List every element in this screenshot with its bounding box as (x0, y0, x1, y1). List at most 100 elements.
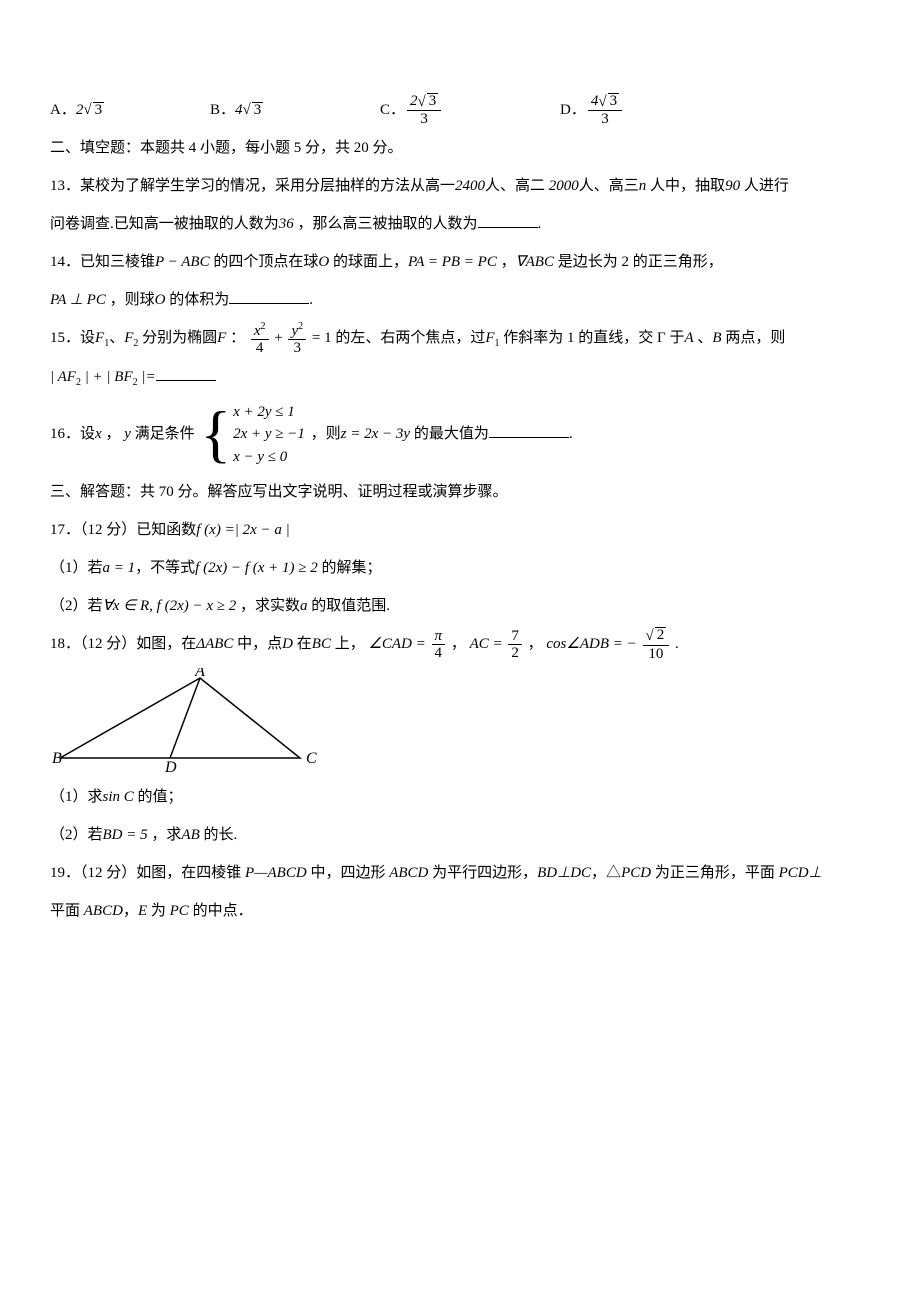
q16-h: 的最大值为 (410, 426, 489, 442)
q14-l1i: 是边长为 2 的正三角形， (554, 254, 723, 270)
q18-sg: 上， (331, 636, 365, 652)
q18-ac: AC = (470, 636, 503, 652)
q16-sys3: x − y ≤ 0 (233, 446, 305, 469)
q19-i: 为正三角形，平面 (651, 865, 779, 881)
q18-angn: π (432, 628, 446, 646)
q18-se: 在 (293, 636, 312, 652)
opt-b-coef: 4 (235, 92, 243, 128)
q15-l2a: | AF (50, 369, 76, 385)
q12-option-c: C． 2√3 3 (380, 92, 560, 128)
q19-h: PCD (621, 865, 651, 881)
q18-sa: 18．（12 分）如图，在 (50, 636, 196, 652)
q17-p1a: （1）若 (50, 560, 103, 576)
q19-o: 为 (147, 903, 170, 919)
q13-l2a: 问卷调查.已知高一被抽取的人数为 (50, 216, 279, 232)
q19-f: BD⊥DC (537, 865, 591, 881)
q17-p1b: a = 1 (103, 560, 136, 576)
q15-f1n: x (254, 323, 261, 339)
q14-l2e: . (309, 292, 313, 308)
opt-c-prefix: C． (380, 92, 405, 128)
q17-p2b: ∀x ∈ R, f (2x) − x ≥ 2 (103, 598, 237, 614)
opt-d-prefix: D． (560, 92, 586, 128)
q16-sys2: 2x + y ≥ −1 (233, 423, 305, 446)
q13-l1d: 2000 (549, 178, 579, 194)
q18-p1a: （1）求 (50, 789, 103, 805)
q17-sb: f (x) =| 2x − a | (196, 522, 289, 538)
opt-b-prefix: B． (210, 92, 235, 128)
q13-l2c: ，那么高三被抽取的人数为 (294, 216, 478, 232)
q16-blank (489, 422, 569, 438)
q19-j: PCD⊥ (779, 865, 822, 881)
q13-l2d: . (538, 216, 542, 232)
q17-p2a: （2）若 (50, 598, 103, 614)
opt-a-coef: 2 (76, 92, 84, 128)
q16-i: . (569, 426, 573, 442)
q16-e: 满足条件 (131, 426, 195, 442)
q15-l1g: ： (226, 330, 245, 346)
q13-l1a: 13．某校为了解学生学习的情况，采用分层抽样的方法从高一 (50, 178, 455, 194)
q18-part2: （2）若BD = 5 ，求AB 的长. (50, 817, 870, 853)
opt-a-prefix: A． (50, 92, 76, 128)
q18-sb: ΔABC (196, 636, 233, 652)
fig-label-B: B (52, 750, 62, 767)
q17-part2: （2）若∀x ∈ R, f (2x) − x ≥ 2 ，求实数a 的取值范围. (50, 588, 870, 624)
q13-l1c: 人、高二 (485, 178, 549, 194)
q18-sc: 中，点 (233, 636, 282, 652)
q17-p2d: a (300, 598, 308, 614)
q17-p2e: 的取值范围. (308, 598, 391, 614)
q16-c: ， (102, 426, 125, 442)
q16-sys1: x + 2y ≤ 1 (233, 401, 305, 424)
q14-l2d: 的体积为 (165, 292, 229, 308)
q14-l1f: PA = PB = PC (408, 254, 497, 270)
q18-ang: ∠CAD = (368, 636, 425, 652)
q12-option-d: D． 4√3 3 (560, 92, 624, 128)
q15-f1d: 4 (251, 340, 269, 357)
fig-label-A: A (194, 668, 205, 680)
q18-sf: BC (312, 636, 331, 652)
q17-p2c: ，求实数 (236, 598, 300, 614)
q15-l1f: F (217, 330, 226, 346)
section-2-heading: 二、填空题：本题共 4 小题，每小题 5 分，共 20 分。 (50, 130, 870, 166)
q13-line2: 问卷调查.已知高一被抽取的人数为36 ，那么高三被抽取的人数为. (50, 206, 870, 242)
q18-p1b: sin C (103, 789, 134, 805)
section-3-heading: 三、解答题：共 70 分。解答应写出文字说明、证明过程或演算步骤。 (50, 474, 870, 510)
q14-l1b: P − ABC (155, 254, 210, 270)
q15-F2: F (124, 330, 133, 346)
q18-period: . (675, 636, 679, 652)
q14-l1a: 14．已知三棱锥 (50, 254, 155, 270)
opt-c-num-rad: 3 (427, 93, 439, 109)
q17-part1: （1）若a = 1，不等式f (2x) − f (x + 1) ≥ 2 的解集； (50, 550, 870, 586)
q15-l1e: 分别为椭圆 (138, 330, 217, 346)
q12-option-a: A． 2√3 (50, 92, 210, 128)
q14-l1c: 的四个顶点在球 (210, 254, 319, 270)
q15-l2c: |= (138, 369, 156, 385)
q17-p1d: f (2x) − f (x + 1) ≥ 2 (195, 560, 318, 576)
q12-options: A． 2√3 B． 4√3 C． 2√3 3 D． 4√3 3 (50, 92, 870, 128)
q14-l1e: 的球面上， (329, 254, 408, 270)
q13-l2b: 36 (279, 216, 294, 232)
q15-line2: | AF2 | + | BF2 |= (50, 359, 870, 395)
opt-d-num-coef: 4 (591, 93, 599, 109)
q18-cosden: 10 (643, 646, 670, 663)
opt-c-den: 3 (407, 111, 441, 128)
q13-l1i: 人进行 (740, 178, 789, 194)
q16: 16．设x ， y 满足条件 { x + 2y ≤ 1 2x + y ≥ −1 … (50, 397, 870, 473)
opt-d-num-rad: 3 (608, 93, 620, 109)
q14-line2: PA ⊥ PC ，则球O 的体积为. (50, 282, 870, 318)
q19-d: ABCD (389, 865, 428, 881)
q18-p2a: （2）若 (50, 827, 103, 843)
q18-p1c: 的值； (134, 789, 183, 805)
opt-d-den: 3 (588, 111, 622, 128)
q15-l1k: A (684, 330, 693, 346)
q19-line2: 平面 ABCD，E 为 PC 的中点． (50, 893, 870, 929)
q14-l2a: PA ⊥ PC (50, 292, 106, 308)
q18-p2e: 的长. (200, 827, 238, 843)
q15-l1m: B (712, 330, 721, 346)
q14-l2b: ，则球 (106, 292, 155, 308)
q18-stem: 18．（12 分）如图，在ΔABC 中，点D 在BC 上， ∠CAD = π4 … (50, 626, 870, 662)
q18-p2d: AB (181, 827, 199, 843)
q15-l1l: 、 (694, 330, 713, 346)
q15-l1j: 作斜率为 1 的直线，交 Γ 于 (500, 330, 685, 346)
opt-b-rad: 3 (252, 102, 264, 118)
q14-blank (229, 288, 309, 304)
